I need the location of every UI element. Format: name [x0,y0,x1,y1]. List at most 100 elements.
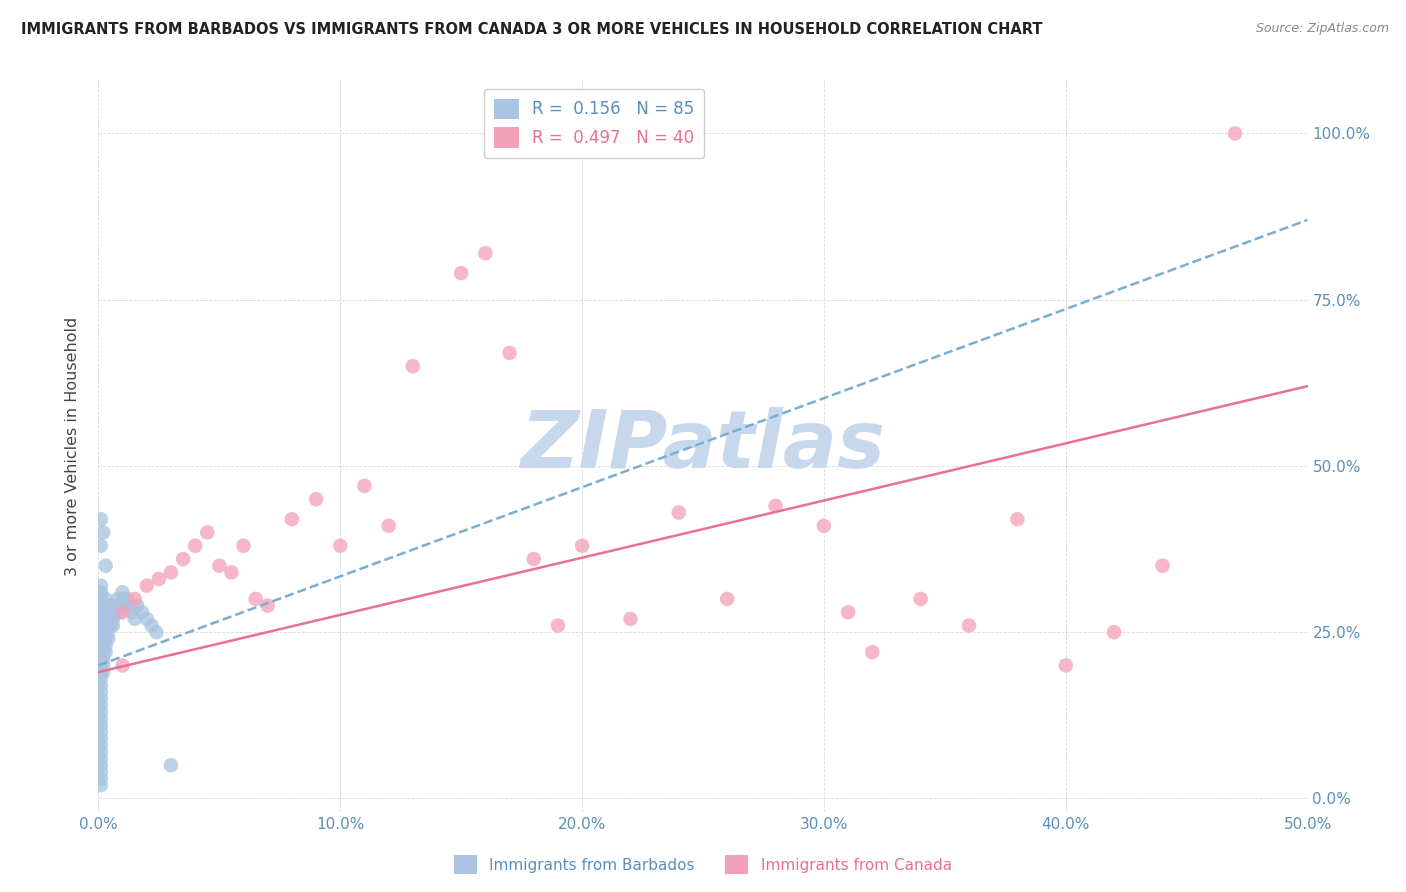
Point [160,758,183,772]
Point [94,591,117,606]
Point [90,605,112,619]
Point [148,572,170,586]
Point [90,731,112,746]
Point [124,591,146,606]
Point [571,539,593,553]
Point [910,591,932,606]
Point [111,585,134,599]
Point [91,652,114,666]
Point [90,745,112,759]
Point [97,612,120,626]
Point [619,612,641,626]
Point [90,599,112,613]
Point [97,605,120,619]
Text: Source: ZipAtlas.com: Source: ZipAtlas.com [1256,22,1389,36]
Point [90,512,112,526]
Point [90,539,112,553]
Point [100,605,122,619]
Point [90,738,112,752]
Point [208,558,231,573]
Point [1152,558,1174,573]
Point [281,512,304,526]
Point [100,618,122,632]
Point [90,612,112,626]
Point [1054,658,1077,673]
Point [90,632,112,646]
Point [94,625,117,640]
Point [90,678,112,692]
Point [100,599,122,613]
Point [111,605,134,619]
Point [101,612,124,626]
Point [91,645,114,659]
Point [765,499,787,513]
Point [108,605,131,619]
Point [90,685,112,699]
Point [184,539,207,553]
Point [90,691,112,706]
Point [94,558,117,573]
Point [402,359,425,374]
Point [94,632,117,646]
Point [221,566,243,580]
Point [91,605,114,619]
Point [90,625,112,640]
Point [101,618,124,632]
Point [195,525,218,540]
Legend: Immigrants from Barbados, Immigrants from Canada: Immigrants from Barbados, Immigrants fro… [449,849,957,880]
Point [131,605,153,619]
Point [329,539,352,553]
Point [1007,512,1029,526]
Point [117,591,139,606]
Text: ZIPatlas: ZIPatlas [520,407,886,485]
Point [91,525,114,540]
Point [1223,127,1246,141]
Point [108,599,131,613]
Point [90,698,112,713]
Point [90,751,112,765]
Point [668,506,690,520]
Point [450,266,472,280]
Point [94,599,117,613]
Point [91,618,114,632]
Point [498,346,520,360]
Point [90,665,112,679]
Point [957,618,980,632]
Point [94,605,117,619]
Point [160,566,183,580]
Point [90,579,112,593]
Point [1102,625,1125,640]
Point [97,632,120,646]
Point [377,518,399,533]
Point [90,658,112,673]
Point [94,645,117,659]
Point [104,605,127,619]
Point [94,612,117,626]
Point [90,639,112,653]
Point [837,605,859,619]
Point [107,591,129,606]
Point [90,772,112,786]
Text: IMMIGRANTS FROM BARBADOS VS IMMIGRANTS FROM CANADA 3 OR MORE VEHICLES IN HOUSEHO: IMMIGRANTS FROM BARBADOS VS IMMIGRANTS F… [21,22,1043,37]
Point [813,518,835,533]
Point [860,645,883,659]
Point [90,718,112,732]
Point [97,618,120,632]
Point [90,778,112,792]
Point [124,612,146,626]
Point [90,591,112,606]
Point [107,599,129,613]
Point [141,618,163,632]
Point [90,725,112,739]
Point [91,665,114,679]
Point [145,625,167,640]
Point [91,658,114,673]
Point [100,612,122,626]
Point [91,625,114,640]
Point [90,712,112,726]
Point [232,539,254,553]
Point [135,612,157,626]
Point [90,758,112,772]
Point [90,705,112,719]
Point [256,599,278,613]
